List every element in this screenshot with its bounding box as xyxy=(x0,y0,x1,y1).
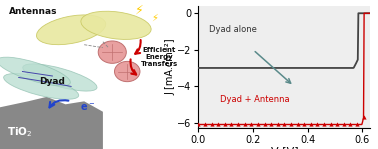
Ellipse shape xyxy=(37,15,106,45)
Text: Efficient
Energy
Transfers: Efficient Energy Transfers xyxy=(140,47,178,67)
Circle shape xyxy=(98,41,126,63)
Text: ⚡: ⚡ xyxy=(135,4,144,17)
Text: Dyad + Antenna: Dyad + Antenna xyxy=(220,95,290,104)
FancyArrowPatch shape xyxy=(130,59,136,74)
Polygon shape xyxy=(0,97,103,149)
Text: Dyad: Dyad xyxy=(39,77,65,86)
X-axis label: V [V]: V [V] xyxy=(271,146,298,149)
Text: e$^-$: e$^-$ xyxy=(81,102,96,113)
FancyArrowPatch shape xyxy=(135,40,141,54)
Ellipse shape xyxy=(81,11,151,39)
Ellipse shape xyxy=(4,74,79,99)
Text: Dyad alone: Dyad alone xyxy=(209,25,257,34)
Y-axis label: J [mA.cm⁻²]: J [mA.cm⁻²] xyxy=(166,39,176,95)
FancyArrowPatch shape xyxy=(50,100,68,107)
Text: Antennas: Antennas xyxy=(9,7,58,16)
Ellipse shape xyxy=(23,64,97,91)
Ellipse shape xyxy=(0,57,70,86)
Text: TiO$_2$: TiO$_2$ xyxy=(8,125,33,139)
Circle shape xyxy=(115,61,140,82)
Text: ⚡: ⚡ xyxy=(152,13,158,23)
